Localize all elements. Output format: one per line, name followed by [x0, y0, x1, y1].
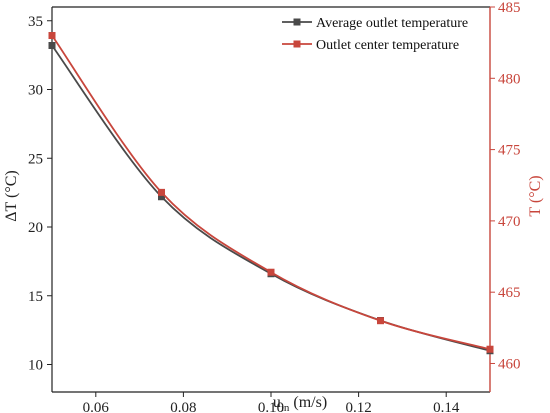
series-line	[51, 35, 491, 351]
x-tick-label: 0.10	[258, 400, 284, 413]
series-point	[48, 32, 56, 40]
legend-marker	[293, 18, 301, 26]
x-axis-title-subscript: in	[281, 402, 290, 413]
y-left-tick-label: 25	[28, 151, 43, 167]
y-right-tick-label: 460	[498, 356, 521, 372]
x-tick-label: 0.06	[83, 400, 110, 413]
x-axis-title-unit: (m/s)	[289, 394, 327, 411]
legend-label: Average outlet temperature	[316, 16, 468, 31]
series-line	[51, 44, 491, 352]
y-left-tick-label: 10	[28, 358, 43, 374]
x-axis-title-main: u	[273, 394, 281, 411]
series-point	[158, 188, 165, 196]
series-point	[158, 193, 165, 201]
series-point	[486, 345, 494, 353]
series-point	[267, 268, 275, 276]
y-axis-right: 460 465 470 475 480 485	[490, 0, 521, 372]
x-axis-title: uin (m/s)	[273, 394, 327, 413]
plot-frame	[51, 6, 491, 393]
y-axis-left: 10 15 20 25 30 35	[28, 14, 52, 374]
series-point	[48, 42, 56, 49]
x-tick-label: 0.14	[433, 400, 460, 413]
y-right-tick-label: 470	[498, 214, 521, 230]
y-axis-left-title: ΔT (°C)	[3, 170, 20, 222]
series-1	[48, 42, 494, 355]
y-left-tick-label: 15	[28, 289, 43, 305]
x-axis: 0.06 0.08 0.10 0.12 0.14	[83, 392, 460, 413]
x-tick-label: 0.12	[345, 400, 371, 413]
y-axis-right-title: T (°C)	[527, 175, 544, 216]
y-left-tick-label: 35	[28, 14, 43, 30]
y-left-tick-label: 30	[28, 83, 43, 99]
x-tick-label: 0.08	[170, 400, 196, 413]
y-right-tick-label: 475	[498, 143, 521, 159]
y-right-tick-label: 485	[498, 0, 521, 16]
series-2	[48, 32, 494, 353]
series-point	[377, 317, 384, 325]
y-right-tick-label: 465	[498, 285, 521, 301]
legend-item: Average outlet temperature	[282, 16, 468, 31]
legend-label: Outlet center temperature	[316, 38, 459, 53]
legend-marker	[293, 40, 301, 48]
legend-item: Outlet center temperature	[282, 38, 459, 53]
y-left-tick-label: 20	[28, 220, 43, 236]
legend: Average outlet temperature Outlet center …	[282, 16, 468, 53]
y-right-tick-label: 480	[498, 71, 521, 87]
series-layer	[48, 32, 494, 355]
